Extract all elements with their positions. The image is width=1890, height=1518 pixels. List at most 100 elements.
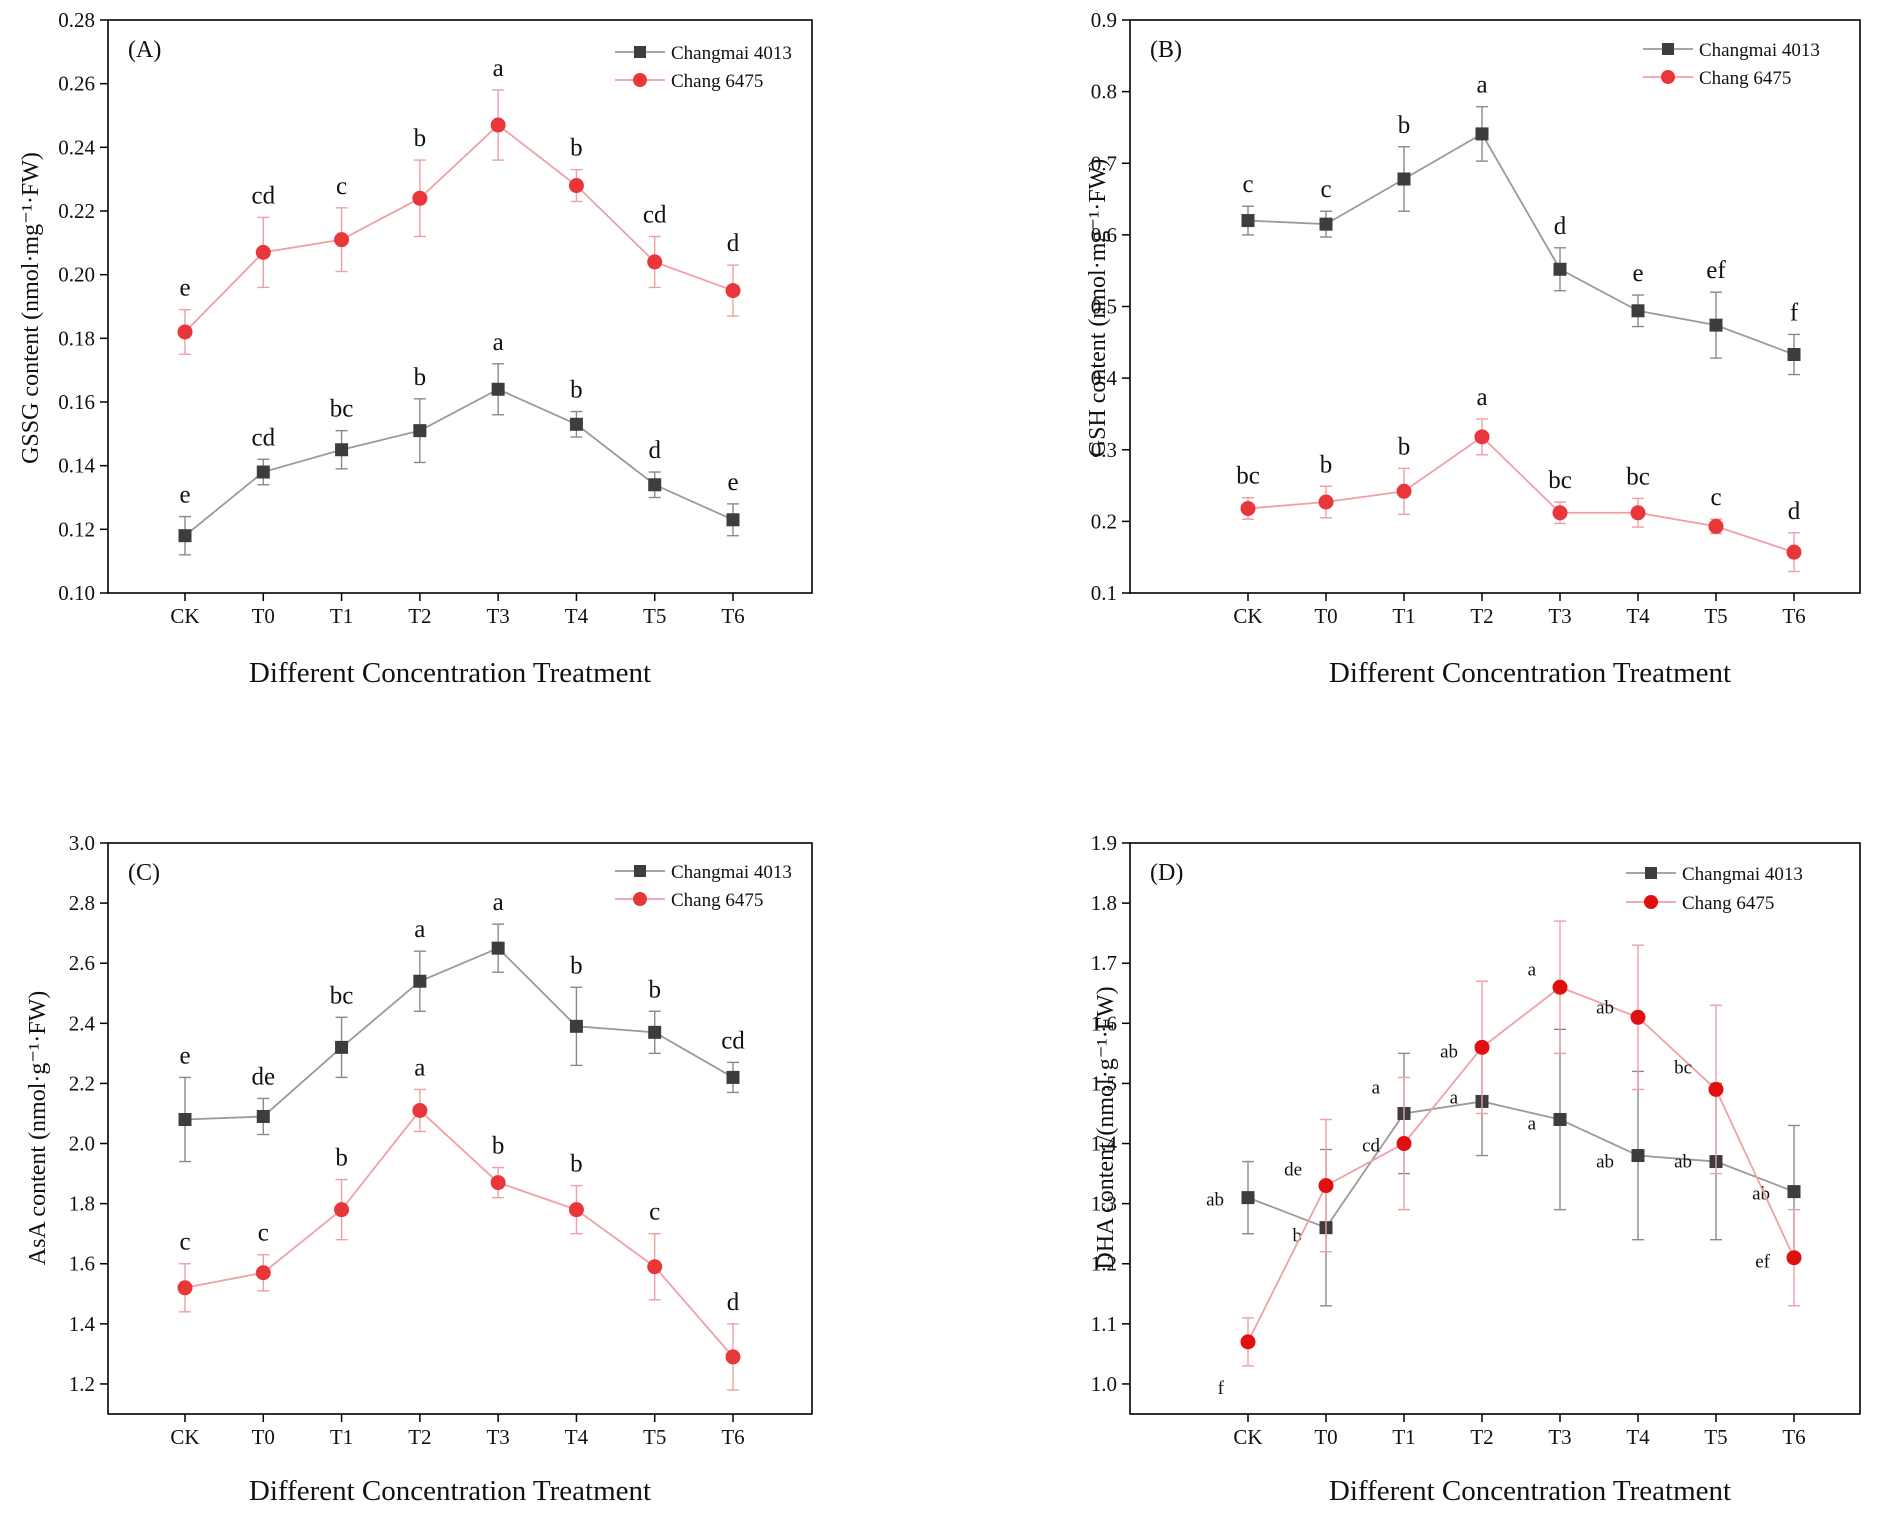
significance-letter: ab: [1596, 997, 1614, 1018]
data-point: [1241, 214, 1255, 228]
y-axis-title: GSH content (nmol·mg⁻¹·FW): [1085, 159, 1111, 458]
legend-label: Changmai 4013: [671, 43, 792, 64]
x-tick-label: T5: [1704, 604, 1727, 628]
data-point: [412, 190, 428, 206]
significance-letter: ab: [1674, 1152, 1692, 1173]
y-tick-label: 1.1: [1091, 1312, 1117, 1336]
x-tick-label: T2: [408, 604, 431, 628]
x-tick-label: T4: [565, 1425, 589, 1449]
significance-letter: b: [570, 1151, 583, 1178]
data-point: [1552, 979, 1568, 995]
x-tick-label: T3: [1548, 1425, 1571, 1449]
x-tick-label: T5: [643, 1425, 666, 1449]
significance-letter: cd: [643, 201, 667, 228]
data-point: [1553, 262, 1567, 276]
series-line: [184, 388, 734, 537]
series-line: [184, 947, 734, 1121]
significance-letter: a: [1528, 1113, 1537, 1134]
y-tick-label: 2.0: [69, 1132, 95, 1156]
y-tick-label: 1.8: [1091, 891, 1117, 915]
y-tick-label: 1.4: [1091, 1132, 1118, 1156]
x-tick-label: T5: [643, 604, 666, 628]
data-point: [1553, 1112, 1567, 1126]
significance-letter: bc: [1548, 467, 1572, 494]
x-tick-label: T2: [1470, 1425, 1493, 1449]
x-tick-label: T4: [1626, 1425, 1650, 1449]
significance-letter: b: [570, 952, 583, 979]
y-tick-label: 1.4: [69, 1312, 96, 1336]
data-point: [177, 1280, 193, 1296]
x-tick-label: CK: [170, 604, 199, 628]
significance-letter: d: [1788, 498, 1801, 525]
y-tick-label: 1.3: [1091, 1192, 1117, 1216]
data-point: [725, 283, 741, 299]
significance-letter: ef: [1755, 1252, 1770, 1273]
y-tick-label: 2.8: [69, 891, 95, 915]
significance-letter: ab: [1440, 1041, 1458, 1062]
legend-label: Changmai 4013: [1682, 864, 1803, 885]
x-tick-label: T2: [408, 1425, 431, 1449]
x-tick-label: T0: [252, 1425, 275, 1449]
panel-label: (A): [128, 37, 161, 63]
significance-letter: b: [1320, 451, 1333, 478]
significance-letter: bc: [1626, 463, 1650, 490]
significance-letter: b: [1398, 112, 1411, 139]
data-point: [178, 529, 192, 543]
y-tick-label: 0.2: [1091, 509, 1117, 533]
data-point: [334, 232, 350, 248]
significance-letter: b: [1293, 1226, 1303, 1247]
data-point: [1397, 172, 1411, 186]
x-tick-label: T0: [1314, 604, 1337, 628]
y-tick-label: 0.5: [1091, 295, 1117, 319]
data-point: [1396, 483, 1412, 499]
data-point: [1474, 1039, 1490, 1055]
x-tick-label: T1: [1392, 604, 1415, 628]
y-axis-title: GSSG content (nmol·mg⁻¹·FW): [18, 152, 44, 464]
x-tick-label: T4: [1626, 604, 1650, 628]
series-line: [184, 123, 734, 333]
data-point: [569, 417, 583, 431]
y-axis-title: DHA content/(nmol·g⁻¹·FW): [1093, 986, 1119, 1269]
x-tick-label: T3: [486, 1425, 509, 1449]
significance-letter: ef: [1706, 257, 1726, 284]
x-axis: CK T0 T1 T2 T3 T4 T5 T6: [170, 593, 745, 628]
series-line: [1247, 435, 1795, 554]
significance-letter: a: [493, 329, 504, 356]
y-tick-label: 0.20: [58, 263, 95, 287]
data-point: [1318, 494, 1334, 510]
significance-letter: a: [1476, 384, 1487, 411]
data-point: [1475, 127, 1489, 141]
significance-letter: cd: [721, 1027, 745, 1054]
legend-label: Changmai 4013: [1699, 40, 1820, 61]
data-point: [1709, 318, 1723, 332]
x-tick-label: T4: [565, 604, 589, 628]
significance-letter: d: [648, 437, 661, 464]
legend-label: Chang 6475: [1699, 68, 1791, 89]
y-tick-label: 0.18: [58, 326, 95, 350]
x-tick-label: T6: [721, 604, 744, 628]
x-tick-label: T6: [721, 1425, 744, 1449]
significance-letter: b: [414, 364, 427, 391]
y-tick-label: 1.6: [69, 1252, 95, 1276]
panel-a: 0.10 0.12 0.14 0.16 0.18 0.20 0.22 0.24 0.26 0.28…: [18, 8, 813, 689]
x-axis: CK T0 T1 T2 T3 T4 T5 T6: [1233, 593, 1806, 628]
data-point: [569, 1019, 583, 1033]
data-point: [1240, 500, 1256, 516]
legend-marker: [633, 73, 647, 87]
legend: Changmai 4013 Chang 6475: [615, 43, 792, 92]
x-tick-label: T5: [1704, 1425, 1727, 1449]
x-axis: CK T0 T1 T2 T3 T4 T5 T6: [1233, 1414, 1806, 1449]
data-point: [1241, 1191, 1255, 1205]
significance-letter: ab: [1752, 1184, 1770, 1205]
significance-letter: c: [1320, 176, 1331, 203]
significance-letter: d: [727, 230, 740, 257]
y-axis-title: AsA content (nmol·g⁻¹·FW): [25, 991, 51, 1266]
data-point: [726, 513, 740, 527]
plot-frame: [107, 842, 813, 1415]
y-tick-label: 1.2: [69, 1372, 95, 1396]
legend-marker: [633, 892, 647, 906]
series-line: [1247, 1100, 1795, 1229]
y-tick-label: 0.24: [58, 135, 95, 159]
